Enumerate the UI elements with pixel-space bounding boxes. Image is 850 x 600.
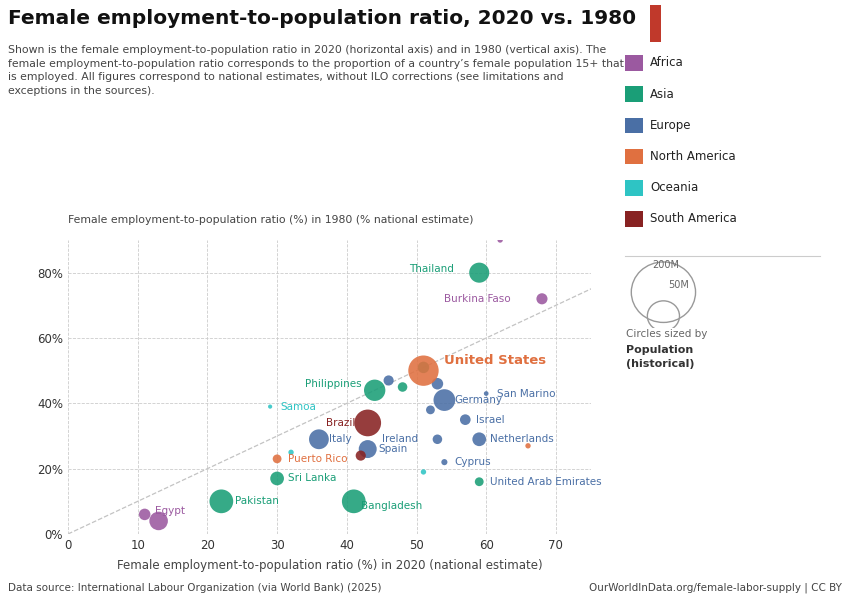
Text: Pakistan: Pakistan	[235, 496, 279, 506]
Point	[479, 389, 493, 398]
Point	[396, 382, 410, 392]
Text: 50M: 50M	[668, 280, 688, 290]
Point	[264, 402, 277, 412]
Text: Burkina Faso: Burkina Faso	[445, 294, 511, 304]
Text: in Data: in Data	[728, 29, 774, 40]
Text: South America: South America	[650, 212, 737, 226]
Text: Female employment-to-population ratio, 2020 vs. 1980: Female employment-to-population ratio, 2…	[8, 9, 637, 28]
Point	[438, 395, 451, 405]
Point	[416, 366, 430, 376]
Text: Data source: International Labour Organization (via World Bank) (2025): Data source: International Labour Organi…	[8, 583, 382, 593]
Text: Thailand: Thailand	[410, 265, 455, 274]
Text: North America: North America	[650, 150, 736, 163]
Point	[214, 497, 228, 506]
Text: Oceania: Oceania	[650, 181, 699, 194]
Point	[438, 457, 451, 467]
Text: Population: Population	[626, 345, 694, 355]
Text: Egypt: Egypt	[155, 506, 185, 516]
Text: Italy: Italy	[329, 434, 352, 444]
Text: San Marino: San Marino	[496, 389, 555, 398]
Text: Israel: Israel	[476, 415, 504, 425]
Point	[361, 418, 375, 428]
Point	[368, 385, 382, 395]
Point	[536, 294, 549, 304]
Point	[431, 379, 445, 389]
Point	[382, 376, 395, 385]
Point	[138, 509, 151, 519]
Point	[312, 434, 326, 444]
Point	[361, 444, 375, 454]
Point	[493, 235, 507, 245]
Point	[473, 434, 486, 444]
Point	[152, 516, 166, 526]
Text: Ireland: Ireland	[382, 434, 418, 444]
Text: Shown is the female employment-to-population ratio in 2020 (horizontal axis) and: Shown is the female employment-to-popula…	[8, 45, 625, 96]
Text: United States: United States	[445, 355, 547, 367]
Point	[416, 467, 430, 477]
FancyBboxPatch shape	[650, 5, 661, 42]
Point	[354, 451, 367, 460]
Text: Our World: Our World	[719, 16, 782, 25]
Text: Africa: Africa	[650, 56, 684, 70]
Text: Cyprus: Cyprus	[455, 457, 491, 467]
Text: Europe: Europe	[650, 119, 692, 132]
Text: Spain: Spain	[378, 444, 407, 454]
Point	[431, 434, 445, 444]
Text: Female employment-to-population ratio (%) in 1980 (% national estimate): Female employment-to-population ratio (%…	[68, 215, 473, 225]
Text: Bangladesh: Bangladesh	[360, 501, 422, 511]
Point	[347, 497, 360, 506]
Point	[270, 473, 284, 483]
Text: Circles sized by: Circles sized by	[626, 329, 708, 340]
Point	[270, 454, 284, 464]
Point	[473, 477, 486, 487]
Text: 200M: 200M	[652, 260, 679, 270]
Point	[284, 448, 298, 457]
Text: Germany: Germany	[455, 395, 503, 405]
Text: OurWorldInData.org/female-labor-supply | CC BY: OurWorldInData.org/female-labor-supply |…	[588, 582, 842, 593]
Text: Brazil: Brazil	[326, 418, 355, 428]
Text: Asia: Asia	[650, 88, 675, 101]
Point	[423, 405, 437, 415]
Text: Samoa: Samoa	[280, 401, 316, 412]
Text: Philippines: Philippines	[305, 379, 361, 389]
Text: Puerto Rico: Puerto Rico	[287, 454, 347, 464]
Point	[473, 268, 486, 277]
Text: Netherlands: Netherlands	[490, 434, 553, 444]
Text: Sri Lanka: Sri Lanka	[287, 473, 336, 484]
Point	[458, 415, 472, 424]
Text: United Arab Emirates: United Arab Emirates	[490, 477, 601, 487]
Point	[521, 441, 535, 451]
Point	[416, 362, 430, 372]
Text: (historical): (historical)	[626, 359, 695, 370]
X-axis label: Female employment-to-population ratio (%) in 2020 (national estimate): Female employment-to-population ratio (%…	[116, 559, 542, 572]
